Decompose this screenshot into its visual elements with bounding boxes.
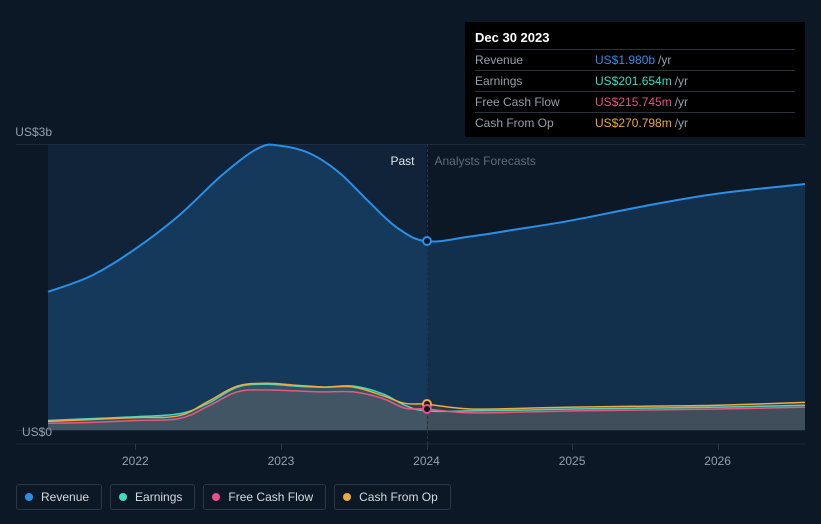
tooltip-metric-label: Cash From Op bbox=[475, 116, 595, 130]
tooltip-metric-label: Earnings bbox=[475, 74, 595, 88]
legend-label: Revenue bbox=[41, 490, 89, 504]
x-axis-tick bbox=[281, 444, 282, 450]
tooltip-metric-unit: /yr bbox=[675, 116, 688, 130]
x-axis-label: 2023 bbox=[268, 454, 295, 468]
series-marker bbox=[422, 404, 432, 414]
series-marker bbox=[422, 236, 432, 246]
x-axis-label: 2025 bbox=[559, 454, 586, 468]
tooltip-metric-value: US$1.980b bbox=[595, 53, 655, 67]
tooltip-row: EarningsUS$201.654m/yr bbox=[475, 70, 795, 91]
data-tooltip: Dec 30 2023 RevenueUS$1.980b/yrEarningsU… bbox=[465, 22, 805, 137]
tooltip-metric-label: Free Cash Flow bbox=[475, 95, 595, 109]
tooltip-metric-unit: /yr bbox=[658, 53, 671, 67]
x-axis-tick bbox=[427, 444, 428, 450]
x-axis-label: 2026 bbox=[704, 454, 731, 468]
tooltip-metric-value: US$201.654m bbox=[595, 74, 672, 88]
legend-label: Earnings bbox=[135, 490, 182, 504]
tooltip-date: Dec 30 2023 bbox=[475, 30, 795, 49]
legend-dot-icon bbox=[212, 493, 220, 501]
chart-legend: Revenue Earnings Free Cash Flow Cash Fro… bbox=[16, 484, 451, 510]
tooltip-row: Cash From OpUS$270.798m/yr bbox=[475, 112, 795, 133]
x-axis-tick bbox=[572, 444, 573, 450]
x-axis-label: 2022 bbox=[122, 454, 149, 468]
legend-item-fcf[interactable]: Free Cash Flow bbox=[203, 484, 326, 510]
legend-label: Free Cash Flow bbox=[228, 490, 313, 504]
tooltip-metric-unit: /yr bbox=[675, 95, 688, 109]
tooltip-row: Free Cash FlowUS$215.745m/yr bbox=[475, 91, 795, 112]
legend-dot-icon bbox=[119, 493, 127, 501]
x-axis-label: 2024 bbox=[413, 454, 440, 468]
legend-dot-icon bbox=[343, 493, 351, 501]
legend-dot-icon bbox=[25, 493, 33, 501]
legend-item-revenue[interactable]: Revenue bbox=[16, 484, 102, 510]
tooltip-metric-value: US$215.745m bbox=[595, 95, 672, 109]
tooltip-metric-label: Revenue bbox=[475, 53, 595, 67]
forecast-section-label: Analysts Forecasts bbox=[435, 154, 536, 168]
past-section-label: Past bbox=[391, 154, 415, 168]
x-axis-tick bbox=[718, 444, 719, 450]
legend-item-earnings[interactable]: Earnings bbox=[110, 484, 195, 510]
x-axis-tick bbox=[135, 444, 136, 450]
tooltip-row: RevenueUS$1.980b/yr bbox=[475, 49, 795, 70]
legend-item-cfo[interactable]: Cash From Op bbox=[334, 484, 451, 510]
legend-label: Cash From Op bbox=[359, 490, 438, 504]
tooltip-metric-value: US$270.798m bbox=[595, 116, 672, 130]
tooltip-metric-unit: /yr bbox=[675, 74, 688, 88]
